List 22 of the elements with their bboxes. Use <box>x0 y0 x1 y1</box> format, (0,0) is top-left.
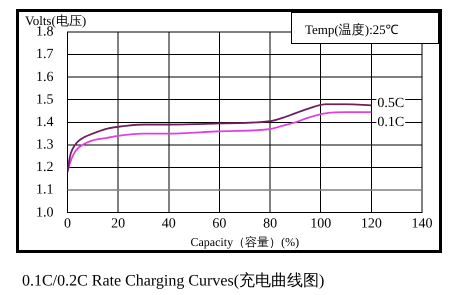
series-label: 0.1C <box>377 114 404 130</box>
series-label: 0.5C <box>377 96 404 112</box>
x-tick-label: 120 <box>360 216 382 232</box>
x-tick-label: 0 <box>64 216 71 232</box>
text: 0.1C/0.2C Rate Charging Curves(充电曲线图) <box>22 272 324 290</box>
y-tick-label: 1.4 <box>36 114 54 130</box>
x-tick-label: 40 <box>162 216 176 232</box>
y-tick-label: 1.0 <box>36 205 54 220</box>
y-tick-label: 1.6 <box>36 70 54 85</box>
y-tick-label: 1.7 <box>36 47 54 62</box>
y-tick-label: 1.3 <box>36 138 54 153</box>
x-tick-label: 140 <box>412 216 432 232</box>
x-tick-label: 60 <box>212 216 226 232</box>
x-tick-label: 80 <box>263 216 278 232</box>
y-tick-label: 1.1 <box>36 182 54 198</box>
y-tick-label: 1.2 <box>36 160 54 176</box>
x-tick-label: 20 <box>111 216 126 232</box>
annotation: Temp(温度):25℃ <box>305 21 399 39</box>
y-tick-label: 1.5 <box>36 92 54 108</box>
x-axis-title: Capacity（容量）(%) <box>190 234 300 249</box>
y-axis-title: Volts(电压) <box>25 12 86 28</box>
x-tick-label: 100 <box>310 216 332 232</box>
